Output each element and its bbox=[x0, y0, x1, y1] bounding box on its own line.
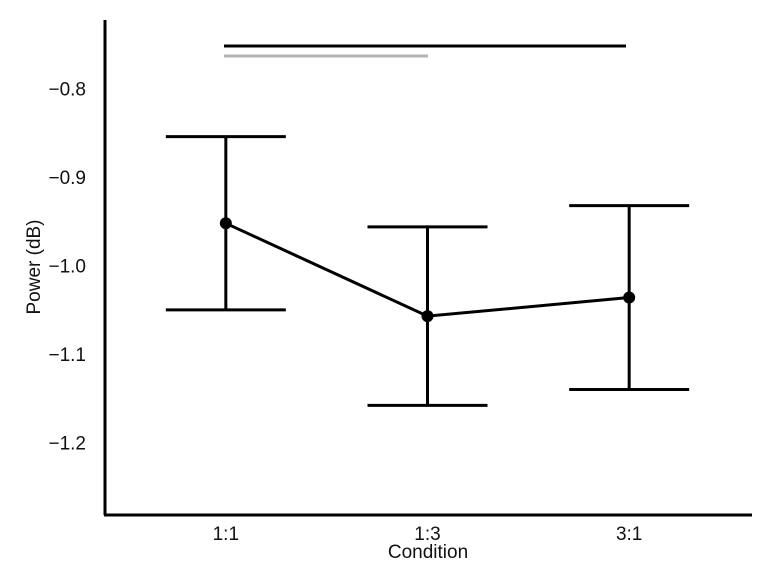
y-tick-label: −0.8 bbox=[48, 80, 86, 101]
y-axis-label: Power (dB) bbox=[24, 219, 45, 314]
point bbox=[421, 310, 434, 323]
y-tick-label: −1.0 bbox=[48, 257, 86, 278]
x-tick-label: 1:3 bbox=[414, 524, 440, 545]
y-tick-label: −0.9 bbox=[48, 168, 86, 189]
x-tick-label: 1:1 bbox=[213, 524, 239, 545]
x-axis-label: Condition bbox=[388, 542, 468, 563]
point bbox=[623, 291, 636, 304]
x-tick-label: 3:1 bbox=[616, 524, 642, 545]
point bbox=[219, 217, 232, 230]
y-tick-label: −1.1 bbox=[48, 345, 86, 366]
y-tick-label: −1.2 bbox=[48, 433, 86, 454]
